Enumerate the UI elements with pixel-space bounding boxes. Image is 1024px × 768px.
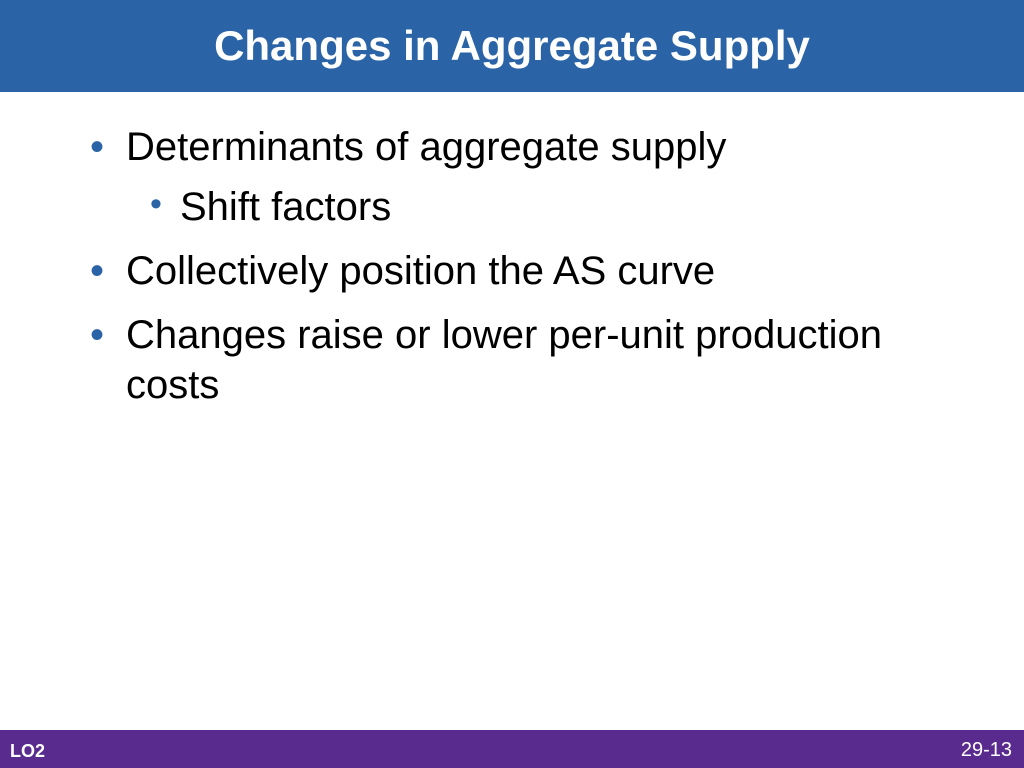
bullet-text: Collectively position the AS curve [126,249,715,293]
sub-bullet-item: Shift factors [150,182,974,232]
slide-title: Changes in Aggregate Supply [0,0,1024,92]
bullet-item: Changes raise or lower per-unit producti… [90,310,974,410]
sub-bullet-text: Shift factors [180,185,391,229]
slide-body: Determinants of aggregate supply Shift f… [0,92,1024,410]
bullet-item: Collectively position the AS curve [90,246,974,296]
bullet-text: Changes raise or lower per-unit producti… [126,313,882,407]
slide-footer: LO2 29-13 [0,730,1024,768]
bullet-text: Determinants of aggregate supply [126,125,726,169]
page-number: 29-13 [961,739,1012,762]
learning-objective-label: LO2 [10,741,45,762]
bullet-item: Determinants of aggregate supply Shift f… [90,122,974,232]
